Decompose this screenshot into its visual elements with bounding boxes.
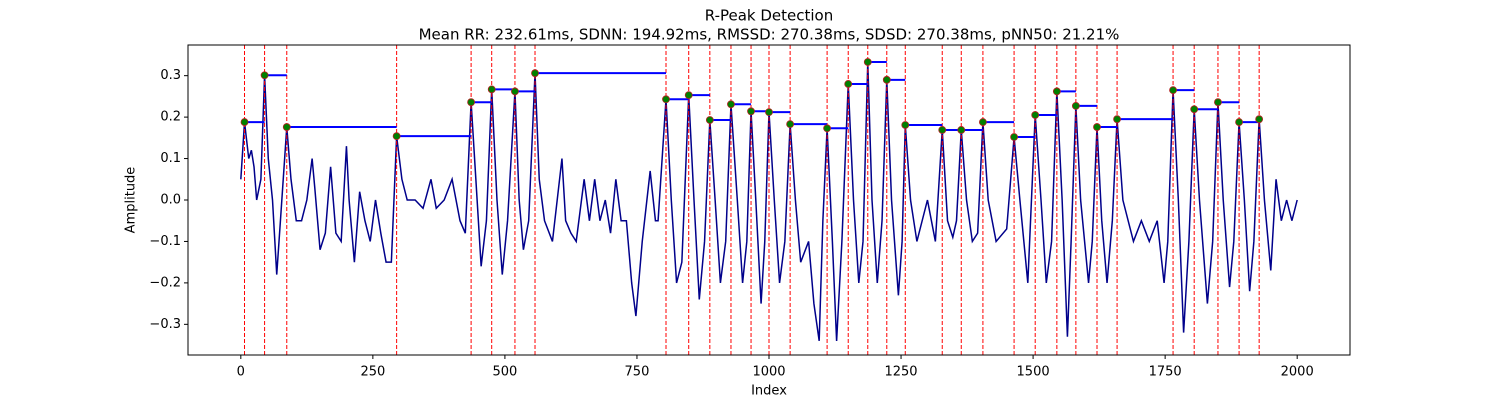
y-tick-label: −0.3 — [149, 317, 181, 332]
chart-subtitle: Mean RR: 232.61ms, SDNN: 194.92ms, RMSSD… — [419, 26, 1120, 44]
peak-point — [1235, 118, 1243, 126]
peak-point — [727, 100, 735, 109]
peak-point — [531, 69, 539, 78]
y-tick-label: 0.1 — [160, 151, 181, 166]
plot-frame — [187, 44, 1351, 356]
x-tick-label: 750 — [625, 365, 650, 380]
y-tick-label: 0.2 — [160, 110, 181, 125]
peak-point — [487, 85, 496, 94]
signal-line — [240, 61, 1298, 342]
x-tick-label: 1250 — [884, 365, 917, 380]
peak-point — [786, 120, 795, 129]
peak-point — [1052, 87, 1061, 96]
peak-point — [705, 116, 714, 124]
x-tick-label: 250 — [360, 365, 385, 380]
peak-point — [938, 126, 947, 134]
peak-point — [1214, 98, 1222, 107]
peak-point — [1071, 102, 1080, 110]
x-tick-label: 1000 — [752, 365, 785, 380]
peak-point — [392, 132, 401, 141]
peak-point — [240, 118, 249, 126]
peak-point — [1093, 123, 1101, 131]
y-tick-label: 0.0 — [160, 193, 181, 208]
peak-point — [1010, 133, 1018, 141]
x-tick-label: 0 — [237, 365, 245, 380]
peak-point — [511, 87, 519, 96]
x-tick-label: 500 — [492, 365, 517, 380]
peak-point — [901, 121, 910, 129]
y-tick-label: 0.3 — [160, 68, 181, 83]
peak-point — [882, 75, 891, 84]
peak-point — [1113, 115, 1121, 124]
peak-point — [684, 91, 693, 100]
y-tick-label: −0.2 — [149, 275, 181, 290]
peak-point — [1169, 86, 1177, 95]
peak-point — [1190, 105, 1199, 114]
peak-point — [1031, 111, 1040, 119]
x-tick-label: 1500 — [1017, 365, 1050, 380]
y-axis-label: Amplitude — [124, 167, 139, 234]
peak-point — [467, 98, 476, 107]
x-axis-label: Index — [751, 384, 787, 399]
peak-point — [260, 71, 269, 80]
y-tick-label: −0.1 — [149, 234, 181, 249]
peak-point — [823, 124, 831, 133]
peak-point — [282, 123, 291, 131]
peak-point — [957, 126, 966, 134]
peak-point — [979, 118, 987, 126]
peak-point — [765, 108, 773, 117]
chart-title: R-Peak Detection — [705, 7, 833, 25]
peak-point — [747, 107, 755, 116]
x-tick-label: 1750 — [1149, 365, 1182, 380]
x-tick-label: 2000 — [1281, 365, 1314, 380]
peak-point — [863, 58, 872, 66]
peak-point — [1255, 115, 1264, 124]
peak-point — [662, 95, 670, 104]
peak-point — [844, 80, 853, 88]
